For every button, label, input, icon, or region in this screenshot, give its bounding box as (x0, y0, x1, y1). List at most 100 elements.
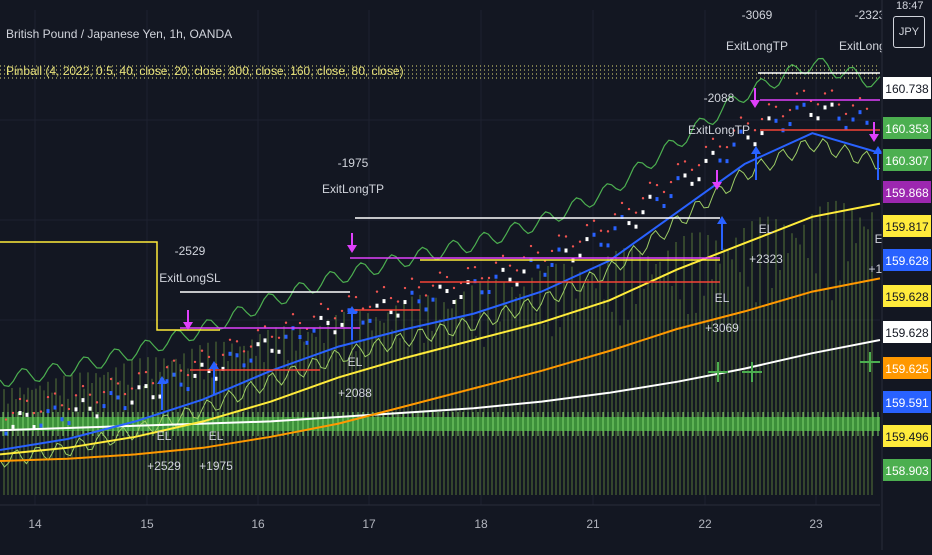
upper-dot (403, 286, 407, 290)
price-candle (340, 322, 344, 327)
upper-dot (193, 360, 197, 364)
upper-dot (179, 369, 183, 372)
price-candle (165, 379, 169, 384)
upper-dot (494, 261, 498, 264)
price-candle (606, 243, 610, 248)
price-candle (578, 253, 582, 258)
price-candle (851, 117, 855, 122)
price-candle (375, 303, 379, 308)
exit-profit-label: -1975 (338, 156, 369, 170)
ema-line-2 (0, 202, 881, 456)
indicator-legend[interactable]: Pinball (4, 2022, 0.5, 40, close, 20, cl… (6, 64, 404, 78)
upper-dot (760, 117, 764, 121)
price-candle (802, 102, 806, 107)
price-candle (235, 353, 239, 358)
price-candle (739, 129, 743, 134)
price-candle (396, 313, 400, 318)
upper-dot (151, 382, 155, 385)
price-candle (711, 150, 715, 155)
upper-dot (795, 92, 799, 95)
top-time-label: 18:47 (896, 0, 924, 12)
time-tick-label: 15 (140, 517, 154, 531)
upper-dot (130, 387, 134, 390)
exit-profit-label: -2323 (855, 8, 886, 22)
entry-profit-label: +2529 (147, 459, 181, 473)
upper-dot (564, 235, 568, 238)
upper-dot (375, 290, 379, 293)
price-candle (32, 425, 36, 430)
upper-dot (11, 411, 15, 415)
price-candle (809, 112, 813, 117)
upper-dot (95, 401, 99, 404)
upper-dot (74, 394, 78, 397)
price-candle (767, 116, 771, 121)
upper-dot (599, 229, 603, 232)
upper-dot (641, 197, 645, 200)
price-candle (312, 328, 316, 333)
upper-dot (620, 201, 624, 205)
price-tag-label: 160.738 (885, 82, 929, 96)
exit-arrow-head (183, 322, 193, 330)
upper-dot (200, 349, 204, 352)
exit-arrow-head (347, 245, 357, 253)
upper-dot (249, 345, 253, 348)
upper-dot (648, 181, 652, 184)
upper-dot (312, 315, 316, 318)
upper-dot (172, 359, 176, 362)
upper-dot (361, 307, 365, 310)
upper-dot (697, 164, 701, 167)
price-candle (795, 105, 799, 110)
price-tag-bg (883, 77, 931, 99)
upper-dot (298, 321, 302, 325)
upper-dot (753, 129, 757, 132)
upper-dot (452, 286, 456, 290)
upper-dot (536, 251, 540, 254)
time-tick-label: 14 (28, 517, 42, 531)
upper-dot (319, 302, 323, 306)
upper-dot (137, 372, 141, 375)
price-candle (634, 224, 638, 229)
price-tag-bg (883, 215, 931, 237)
price-candle (144, 384, 148, 389)
upper-dot (67, 407, 71, 411)
symbol-title[interactable]: British Pound / Japanese Yen, 1h, OANDA (6, 27, 233, 41)
price-candle (620, 214, 624, 219)
upper-dot (550, 249, 554, 253)
exit-arrow-head (869, 134, 879, 142)
price-candle (725, 159, 729, 164)
price-candle (277, 349, 281, 354)
green-band (0, 417, 880, 431)
price-tag-label: 159.625 (885, 362, 929, 376)
price-candle (284, 334, 288, 339)
entry-label: EL (715, 291, 730, 305)
upper-dot (480, 277, 484, 280)
price-candle (4, 431, 8, 436)
price-candle (186, 387, 190, 392)
price-candle (431, 297, 435, 302)
price-tag-label: 159.496 (885, 430, 929, 444)
upper-dot (578, 240, 582, 243)
price-candle (662, 203, 666, 208)
price-candle (221, 366, 225, 371)
price-candle (242, 363, 246, 368)
price-candle (655, 197, 659, 202)
time-tick-label: 17 (362, 517, 376, 531)
time-tick-label: 16 (251, 517, 265, 531)
price-candle (459, 294, 463, 299)
currency-badge[interactable]: JPY (893, 16, 925, 48)
price-candle (592, 232, 596, 237)
price-tag-label: 160.353 (885, 122, 929, 136)
exit-arrow-head (750, 100, 760, 108)
upper-dot (788, 108, 792, 112)
price-candle (361, 320, 365, 325)
price-candle (543, 272, 547, 277)
price-candle (326, 321, 330, 326)
entry-arrow-head (209, 361, 219, 369)
price-candle (627, 221, 631, 226)
upper-dot (32, 411, 36, 415)
price-candle (193, 373, 197, 378)
upper-dot (396, 300, 400, 303)
upper-dot (865, 107, 869, 110)
